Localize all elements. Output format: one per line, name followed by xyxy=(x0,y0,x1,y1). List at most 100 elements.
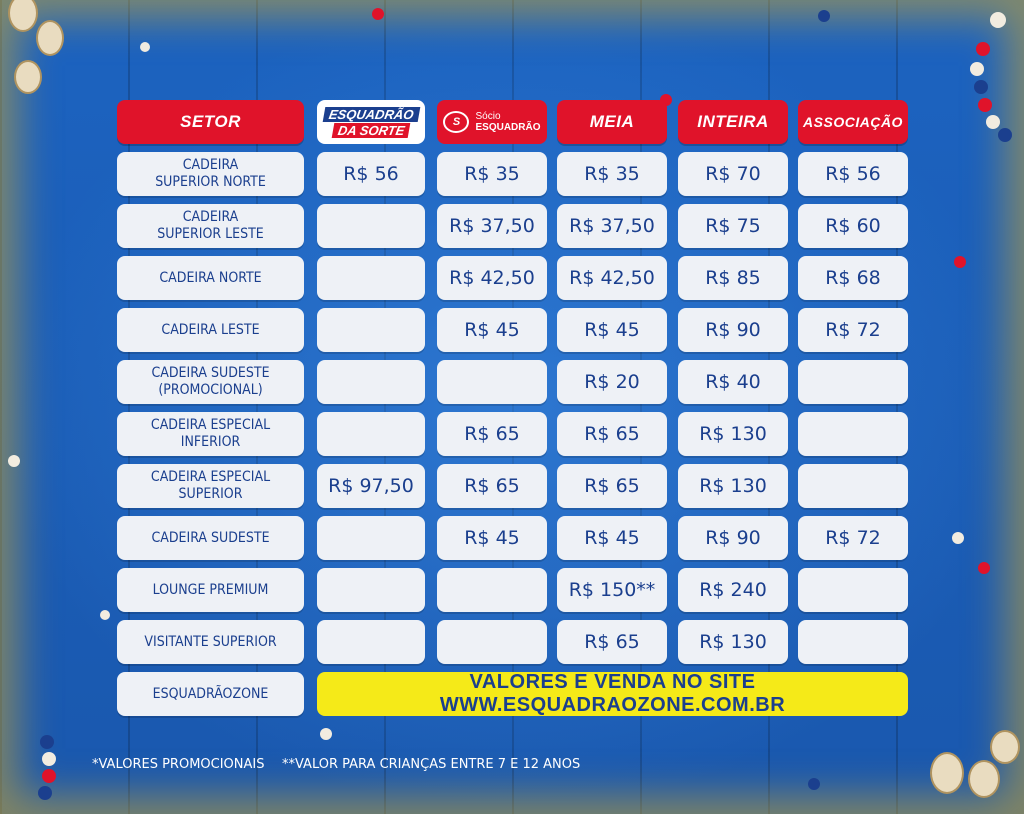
price-associacao: R$ 72 xyxy=(798,516,908,560)
website-banner[interactable]: VALORES E VENDA NO SITE WWW.ESQUADRAOZON… xyxy=(317,671,908,716)
price-socio xyxy=(437,568,547,612)
price-meia: R$ 65 xyxy=(557,620,667,664)
bead-decoration xyxy=(990,12,1006,28)
logo-text-line2: da Sorte xyxy=(331,122,411,138)
price-inteira: R$ 130 xyxy=(678,412,788,456)
confetti-dot xyxy=(952,532,964,544)
shell-decoration xyxy=(36,20,64,56)
price-inteira: R$ 240 xyxy=(678,568,788,612)
bead-decoration xyxy=(970,62,984,76)
price-socio: R$ 65 xyxy=(437,464,547,508)
price-socio: R$ 42,50 xyxy=(437,256,547,300)
price-inteira: R$ 75 xyxy=(678,204,788,248)
header-setor: Setor xyxy=(117,100,304,144)
price-inteira: R$ 130 xyxy=(678,464,788,508)
price-socio: R$ 65 xyxy=(437,412,547,456)
price-inteira: R$ 90 xyxy=(678,308,788,352)
price-sorte: R$ 56 xyxy=(317,152,425,196)
confetti-dot xyxy=(818,10,830,22)
price-meia: R$ 45 xyxy=(557,308,667,352)
price-associacao xyxy=(798,360,908,404)
bead-decoration xyxy=(38,786,52,800)
sector-name: CADEIRA LESTE xyxy=(117,308,304,352)
price-sorte xyxy=(317,620,425,664)
price-socio: R$ 45 xyxy=(437,308,547,352)
price-associacao: R$ 60 xyxy=(798,204,908,248)
price-associacao: R$ 72 xyxy=(798,308,908,352)
shell-decoration xyxy=(8,0,38,32)
price-associacao: R$ 56 xyxy=(798,152,908,196)
sector-name: LOUNGE PREMIUM xyxy=(117,568,304,612)
sector-name: CADEIRA NORTE xyxy=(117,256,304,300)
price-associacao xyxy=(798,464,908,508)
confetti-dot xyxy=(320,728,332,740)
price-inteira: R$ 40 xyxy=(678,360,788,404)
price-meia: R$ 42,50 xyxy=(557,256,667,300)
price-meia: R$ 35 xyxy=(557,152,667,196)
socio-line1: Sócio xyxy=(475,111,501,122)
price-meia: R$ 45 xyxy=(557,516,667,560)
price-associacao: R$ 68 xyxy=(798,256,908,300)
price-inteira: R$ 90 xyxy=(678,516,788,560)
sector-name: CADEIRA SUPERIOR LESTE xyxy=(117,204,304,248)
price-sorte xyxy=(317,204,425,248)
price-associacao xyxy=(798,568,908,612)
price-socio: R$ 45 xyxy=(437,516,547,560)
sector-name: CADEIRA ESPECIAL SUPERIOR xyxy=(117,464,304,508)
price-socio: R$ 35 xyxy=(437,152,547,196)
confetti-dot xyxy=(978,562,990,574)
shell-decoration xyxy=(14,60,42,94)
price-socio: R$ 37,50 xyxy=(437,204,547,248)
price-sorte xyxy=(317,360,425,404)
header-associacao: Associação xyxy=(798,100,908,144)
bead-decoration xyxy=(42,752,56,766)
bead-decoration xyxy=(976,42,990,56)
sector-name: CADEIRA ESPECIAL INFERIOR xyxy=(117,412,304,456)
price-sorte xyxy=(317,516,425,560)
socio-esquadrao-logo: S Sócio Esquadrão xyxy=(437,100,547,144)
confetti-dot xyxy=(140,42,150,52)
price-associacao xyxy=(798,620,908,664)
price-inteira: R$ 70 xyxy=(678,152,788,196)
shell-decoration xyxy=(930,752,964,794)
price-socio xyxy=(437,360,547,404)
price-inteira: R$ 130 xyxy=(678,620,788,664)
price-meia: R$ 37,50 xyxy=(557,204,667,248)
price-sorte xyxy=(317,308,425,352)
confetti-dot xyxy=(372,8,384,20)
price-meia: R$ 65 xyxy=(557,464,667,508)
bead-decoration xyxy=(986,115,1000,129)
bead-decoration xyxy=(42,769,56,783)
price-meia: R$ 65 xyxy=(557,412,667,456)
confetti-dot xyxy=(100,610,110,620)
bead-decoration xyxy=(974,80,988,94)
price-sorte xyxy=(317,412,425,456)
sector-name: CADEIRA SUPERIOR NORTE xyxy=(117,152,304,196)
shell-decoration xyxy=(990,730,1020,764)
price-sorte xyxy=(317,568,425,612)
shield-icon: S xyxy=(443,111,470,133)
footnote-kids: **VALOR PARA CRIANÇAS ENTRE 7 E 12 ANOS xyxy=(282,757,581,772)
price-socio xyxy=(437,620,547,664)
confetti-dot xyxy=(954,256,966,268)
shell-decoration xyxy=(968,760,1000,798)
sector-name: VISITANTE SUPERIOR xyxy=(117,620,304,664)
confetti-dot xyxy=(8,455,20,467)
header-meia: Meia xyxy=(557,100,667,144)
footnote-promo: *VALORES PROMOCIONAIS xyxy=(92,757,265,772)
price-sorte xyxy=(317,256,425,300)
logo-text-line1: Esquadrão xyxy=(322,106,420,122)
esquadrao-da-sorte-logo: Esquadrão da Sorte xyxy=(317,100,425,144)
header-inteira: Inteira xyxy=(678,100,788,144)
price-associacao xyxy=(798,412,908,456)
bead-decoration xyxy=(998,128,1012,142)
socio-line2: Esquadrão xyxy=(475,122,541,133)
sector-name: CADEIRA SUDESTE xyxy=(117,516,304,560)
price-meia: R$ 150** xyxy=(557,568,667,612)
confetti-dot xyxy=(808,778,820,790)
bead-decoration xyxy=(978,98,992,112)
bead-decoration xyxy=(40,735,54,749)
price-meia: R$ 20 xyxy=(557,360,667,404)
sector-name: CADEIRA SUDESTE (PROMOCIONAL) xyxy=(117,360,304,404)
price-sorte: R$ 97,50 xyxy=(317,464,425,508)
